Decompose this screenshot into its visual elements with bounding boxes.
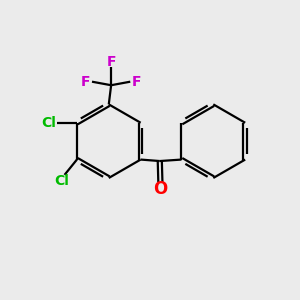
Text: F: F: [81, 75, 90, 89]
Text: Cl: Cl: [41, 116, 56, 130]
Text: O: O: [153, 180, 167, 198]
Text: F: F: [106, 55, 116, 69]
Text: Cl: Cl: [54, 174, 69, 188]
Text: F: F: [132, 75, 142, 89]
